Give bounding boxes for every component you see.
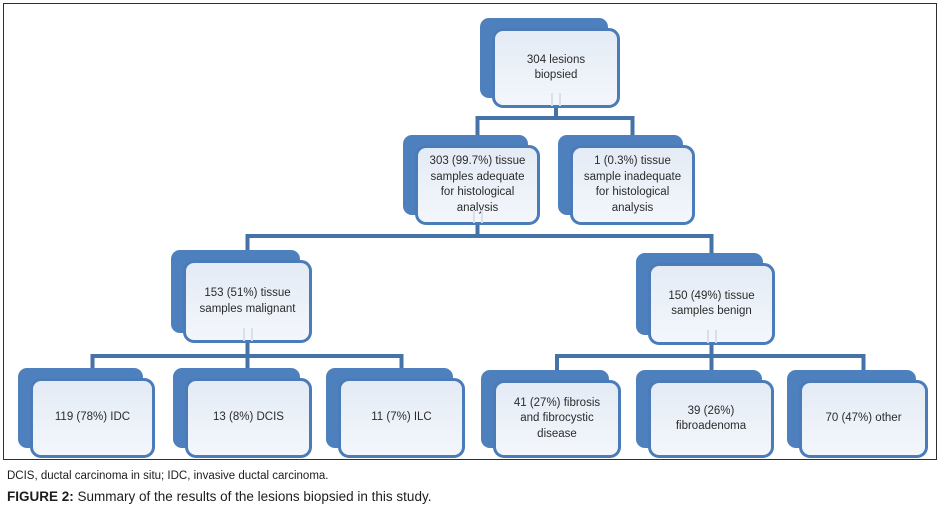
node-label: 11 (7%) ILC [371, 411, 432, 424]
flow-node-other: 70 (47%) other [787, 370, 928, 458]
node-label: 303 (99.7%) tissue samples adequate for … [429, 155, 526, 214]
node-label: 41 (27%) fibrosis and fibrocystic diseas… [513, 396, 601, 440]
figure-caption-label: FIGURE 2: [7, 489, 74, 504]
node-box: 150 (49%) tissue samples benign [648, 263, 775, 345]
node-box: 304 lesions biopsied [492, 28, 620, 108]
figure-caption-text: Summary of the results of the lesions bi… [77, 489, 432, 504]
flow-node-adequate: 303 (99.7%) tissue samples adequate for … [403, 135, 540, 225]
node-box: 303 (99.7%) tissue samples adequate for … [415, 145, 540, 225]
node-box: 153 (51%) tissue samples malignant [183, 260, 312, 343]
node-box: 13 (8%) DCIS [185, 378, 312, 458]
flow-node-root: 304 lesions biopsied [480, 18, 620, 108]
node-label: 153 (51%) tissue samples malignant [199, 287, 296, 315]
node-box: 11 (7%) ILC [338, 378, 465, 458]
node-label: 119 (78%) IDC [54, 411, 131, 424]
figure-caption: FIGURE 2: Summary of the results of the … [7, 489, 431, 504]
node-label: 13 (8%) DCIS [213, 411, 284, 424]
flow-node-idc: 119 (78%) IDC [18, 368, 155, 458]
flow-node-ilc: 11 (7%) ILC [326, 368, 465, 458]
node-box: 1 (0.3%) tissue sample inadequate for hi… [570, 145, 695, 225]
flow-node-dcis: 13 (8%) DCIS [173, 368, 312, 458]
node-label: 304 lesions biopsied [526, 53, 586, 82]
node-label: 70 (47%) other [825, 412, 902, 425]
node-box: 119 (78%) IDC [30, 378, 155, 458]
node-label: 39 (26%) fibroadenoma [675, 404, 747, 433]
node-box: 41 (27%) fibrosis and fibrocystic diseas… [493, 380, 621, 458]
flow-node-fibroadenoma: 39 (26%) fibroadenoma [636, 370, 774, 458]
abbreviation-footnote: DCIS, ductal carcinoma in situ; IDC, inv… [7, 470, 329, 482]
figure-frame [3, 3, 937, 460]
flow-node-fibrosis: 41 (27%) fibrosis and fibrocystic diseas… [481, 370, 621, 458]
node-box: 70 (47%) other [799, 380, 928, 458]
node-box: 39 (26%) fibroadenoma [648, 380, 774, 458]
node-label: 150 (49%) tissue samples benign [668, 289, 755, 318]
node-label: 1 (0.3%) tissue sample inadequate for hi… [583, 155, 682, 214]
flow-node-benign: 150 (49%) tissue samples benign [636, 253, 775, 345]
flow-node-malignant: 153 (51%) tissue samples malignant [171, 250, 312, 343]
flow-node-inadequate: 1 (0.3%) tissue sample inadequate for hi… [558, 135, 695, 225]
